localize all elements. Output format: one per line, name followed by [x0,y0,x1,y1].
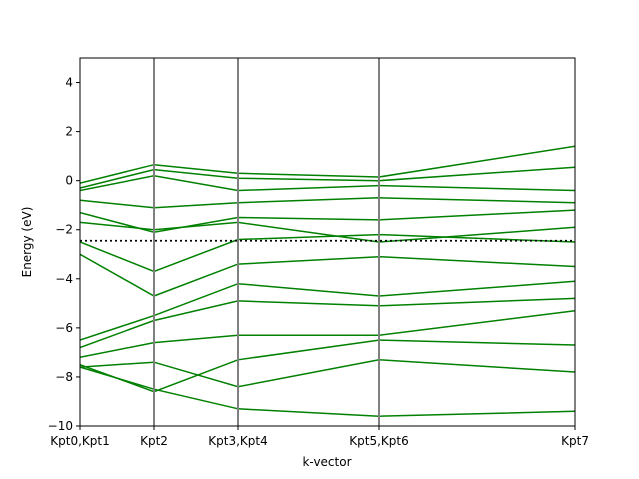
x-tick-label: Kpt5,Kpt6 [349,434,408,448]
x-tick-label: Kpt0,Kpt1 [50,434,109,448]
x-axis-label: k-vector [302,455,351,469]
y-tick-label: −6 [55,321,73,335]
x-tick-label: Kpt3,Kpt4 [208,434,267,448]
segment-boundaries [153,58,380,426]
y-tick-label: 2 [65,125,73,139]
plot-frame [79,57,576,427]
y-axis-label: Energy (eV) [20,207,34,278]
x-axis-ticks: Kpt0,Kpt1 Kpt2 Kpt3,Kpt4 Kpt5,Kpt6 Kpt7 [50,426,589,448]
y-tick-label: −10 [48,419,73,433]
y-tick-label: −4 [55,272,73,286]
y-tick-label: −2 [55,223,73,237]
y-tick-label: 0 [65,174,73,188]
y-tick-label: 4 [65,76,73,90]
y-axis-ticks: 4 2 0 −2 −4 −6 −8 −10 [48,76,80,433]
x-tick-label: Kpt7 [561,434,589,448]
x-tick-label: Kpt2 [140,434,168,448]
y-tick-label: −8 [55,370,73,384]
